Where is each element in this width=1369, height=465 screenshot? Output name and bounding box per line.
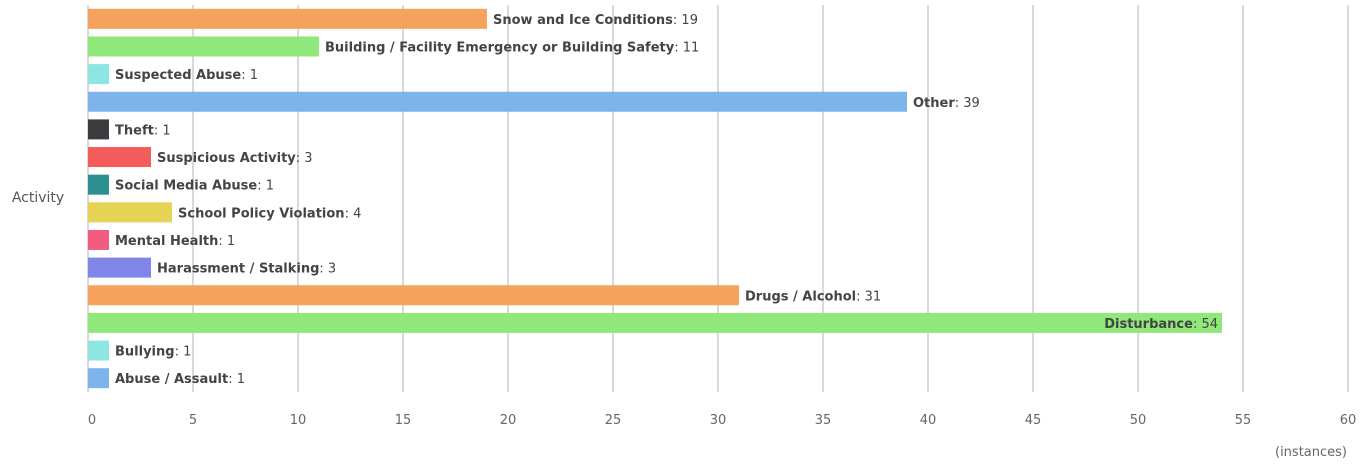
- bars: [88, 8, 1222, 389]
- data-label-category: Snow and Ice Conditions: [493, 13, 673, 28]
- x-tick-label: 10: [290, 413, 307, 428]
- data-label-value: : 19: [673, 13, 698, 28]
- x-tick-label: 35: [815, 413, 832, 428]
- data-label-value: : 1: [154, 123, 171, 138]
- bar-data-label: Bullying: 1: [115, 345, 191, 360]
- bar-data-label: Disturbance: 54: [1104, 317, 1218, 332]
- data-label-value: : 39: [955, 96, 980, 111]
- x-tick-label: 15: [395, 413, 412, 428]
- data-label-value: : 3: [296, 151, 313, 166]
- data-label-category: Abuse / Assault: [115, 372, 228, 387]
- bar-data-label: Suspicious Activity: 3: [157, 151, 313, 166]
- bar-data-label: School Policy Violation: 4: [178, 206, 361, 221]
- data-label-category: Harassment / Stalking: [157, 262, 319, 277]
- bar[interactable]: [88, 8, 487, 29]
- bar[interactable]: [88, 147, 151, 168]
- data-label-value: : 54: [1193, 317, 1218, 332]
- data-label-category: School Policy Violation: [178, 206, 345, 221]
- y-axis-title: Activity: [12, 190, 64, 206]
- x-tick-label: 50: [1130, 413, 1147, 428]
- data-label-value: : 1: [218, 234, 235, 249]
- data-label-category: Theft: [115, 123, 154, 138]
- data-label-value: : 4: [345, 206, 362, 221]
- bar[interactable]: [88, 202, 172, 223]
- bar-data-label: Theft: 1: [115, 123, 171, 138]
- data-label-category: Bullying: [115, 345, 175, 360]
- bar-data-label: Drugs / Alcohol: 31: [745, 289, 881, 304]
- x-tick-label: 5: [189, 413, 197, 428]
- x-tick-label: 60: [1340, 413, 1357, 428]
- x-tick-label: 55: [1235, 413, 1252, 428]
- x-tick-label: 40: [920, 413, 937, 428]
- x-tick-label: 30: [710, 413, 727, 428]
- x-axis-ticks: 0 5 10 15 20 25 30 35 40 45 50 55 60: [88, 413, 1356, 428]
- bar[interactable]: [88, 119, 109, 140]
- data-label-category: Other: [913, 96, 955, 111]
- data-label-value: : 1: [228, 372, 245, 387]
- bar[interactable]: [88, 174, 109, 195]
- x-tick-label: 25: [605, 413, 622, 428]
- x-tick-label: 0: [88, 413, 96, 428]
- data-labels: Snow and Ice Conditions: 19 Building / Fa…: [115, 13, 1218, 387]
- bar-data-label: Harassment / Stalking: 3: [157, 262, 336, 277]
- bar-data-label: Abuse / Assault: 1: [115, 372, 245, 387]
- bar-data-label: Suspected Abuse: 1: [115, 68, 258, 83]
- data-label-category: Suspected Abuse: [115, 68, 241, 83]
- data-label-category: Building / Facility Emergency or Buildin…: [325, 40, 675, 55]
- bar[interactable]: [88, 285, 739, 306]
- data-label-value: : 1: [241, 68, 258, 83]
- data-label-category: Drugs / Alcohol: [745, 289, 856, 304]
- bar[interactable]: [88, 91, 907, 112]
- bar-data-label: Building / Facility Emergency or Buildin…: [325, 40, 699, 55]
- data-label-value: : 3: [319, 262, 336, 277]
- data-label-value: : 11: [674, 40, 699, 55]
- x-axis-title: (instances): [1275, 445, 1347, 460]
- bar[interactable]: [88, 257, 151, 278]
- bar-data-label: Mental Health: 1: [115, 234, 235, 249]
- bar[interactable]: [88, 340, 109, 361]
- data-label-category: Suspicious Activity: [157, 151, 296, 166]
- data-label-value: : 1: [175, 345, 192, 360]
- bar[interactable]: [88, 368, 109, 389]
- bar-data-label: Social Media Abuse: 1: [115, 179, 274, 194]
- x-tick-label: 45: [1025, 413, 1042, 428]
- bar-data-label: Snow and Ice Conditions: 19: [493, 13, 698, 28]
- data-label-category: Mental Health: [115, 234, 218, 249]
- bar[interactable]: [88, 229, 109, 250]
- bar[interactable]: [88, 312, 1222, 333]
- grid-lines: [87, 5, 1349, 392]
- x-tick-label: 20: [500, 413, 517, 428]
- bar[interactable]: [88, 64, 109, 85]
- data-label-value: : 1: [257, 179, 274, 194]
- bar-data-label: Other: 39: [913, 96, 980, 111]
- data-label-category: Disturbance: [1104, 317, 1193, 332]
- data-label-value: : 31: [856, 289, 881, 304]
- data-label-category: Social Media Abuse: [115, 179, 257, 194]
- bar[interactable]: [88, 36, 319, 57]
